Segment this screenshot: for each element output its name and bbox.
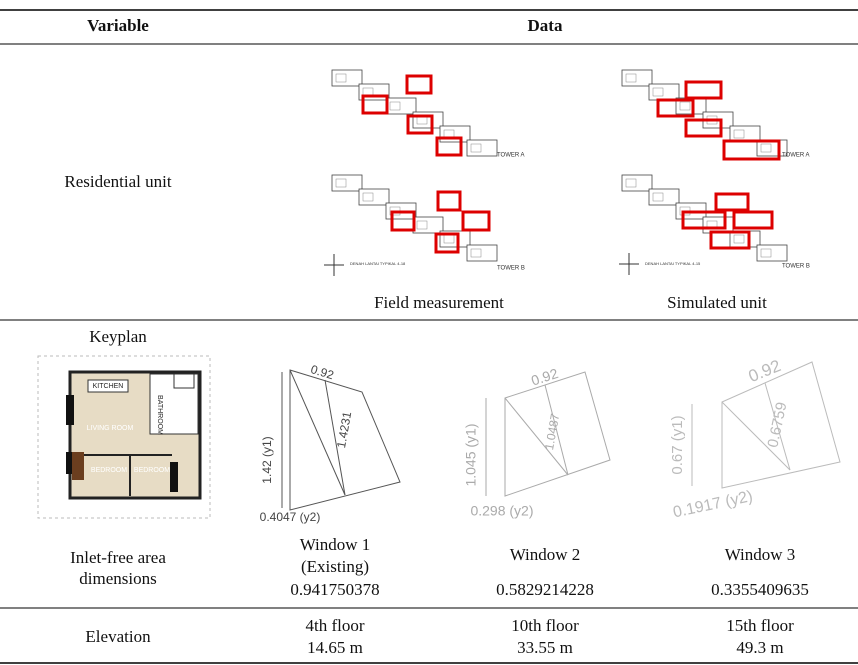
data-cell: 0.941750378	[290, 580, 379, 599]
data-cell: 15th floor	[726, 616, 794, 635]
unit-block	[444, 235, 454, 243]
dimension-label: 1.42 (y1)	[260, 436, 274, 483]
data-cell: 33.55 m	[517, 638, 573, 657]
window-diagram	[692, 362, 840, 488]
data-cell: 10th floor	[511, 616, 579, 635]
data-cell: 0.5829214228	[496, 580, 594, 599]
keyplan	[38, 356, 210, 518]
dimension-label: 1.0487	[542, 412, 562, 451]
image-caption: Simulated unit	[667, 293, 767, 312]
unit-block	[761, 144, 771, 152]
unit-block	[417, 221, 427, 229]
header-cell: Variable	[87, 16, 149, 35]
room-label: KITCHEN	[93, 383, 124, 390]
variable-cell: Inlet-free area	[70, 548, 166, 567]
room-label: BEDROOM	[91, 467, 127, 474]
unit-block	[336, 179, 346, 187]
plan-label: TOWER A	[782, 153, 810, 159]
plan-label: TOWER B	[497, 266, 525, 272]
data-cell: 49.3 m	[736, 638, 783, 657]
plan-label: TOWER B	[782, 264, 810, 270]
unit-block	[653, 193, 663, 201]
plan-label: DENAH LANTAI TYPIKAL 4-18	[350, 261, 406, 266]
data-cell: Window 3	[725, 545, 796, 564]
page: Variable Data Residential unit TOWER A T…	[0, 0, 858, 665]
dimension-label: 1.4231	[334, 410, 354, 449]
variable-cell: dimensions	[79, 569, 156, 588]
unit-block	[761, 249, 771, 257]
image-caption: Field measurement	[374, 293, 504, 312]
dimension-label: 1.045 (y1)	[463, 423, 479, 486]
unit-block	[626, 179, 636, 187]
highlight-box	[716, 194, 748, 210]
unit-block	[390, 102, 400, 110]
data-cell: (Existing)	[301, 557, 369, 576]
plan-label: TOWER A	[497, 153, 525, 159]
room-label: BEDROOM	[134, 467, 170, 474]
unit-block	[471, 144, 481, 152]
highlight-box	[686, 82, 721, 98]
dimension-label: 0.92	[529, 365, 560, 389]
variable-cell: Keyplan	[89, 327, 147, 346]
unit-block	[734, 235, 744, 243]
variable-cell: Elevation	[85, 627, 151, 646]
room-label: LIVING ROOM	[87, 425, 134, 432]
highlight-box	[407, 76, 431, 93]
data-cell: 0.3355409635	[711, 580, 809, 599]
variable-cell: Residential unit	[64, 172, 171, 191]
highlight-box	[734, 212, 772, 228]
unit-block	[680, 102, 690, 110]
data-cell: Window 2	[510, 545, 581, 564]
dimension-label: 0.298 (y2)	[470, 503, 533, 519]
highlight-box	[463, 212, 489, 230]
data-cell: 4th floor	[305, 616, 364, 635]
header-cell: Data	[528, 16, 563, 35]
highlight-box	[438, 192, 460, 210]
dimension-label: 0.92	[746, 356, 784, 386]
unit-block	[653, 88, 663, 96]
unit-block	[336, 74, 346, 82]
dimension-label: 0.6759	[764, 401, 790, 449]
unit-block	[626, 74, 636, 82]
dimension-label: 0.67 (y1)	[669, 415, 686, 474]
dimension-label: 0.92	[309, 362, 336, 382]
dimension-label: 0.4047 (y2)	[260, 510, 321, 524]
dimension-label: 0.1917 (y2)	[672, 488, 755, 521]
unit-block	[471, 249, 481, 257]
plan-label: DENAH LANTAI TYPIKAL 4-15	[645, 261, 701, 266]
data-cell: 14.65 m	[307, 638, 363, 657]
unit-block	[734, 130, 744, 138]
room-label: BATHROOM	[156, 395, 163, 435]
floor-plans	[332, 70, 787, 261]
data-cell: Window 1	[300, 535, 371, 554]
unit-block	[363, 193, 373, 201]
